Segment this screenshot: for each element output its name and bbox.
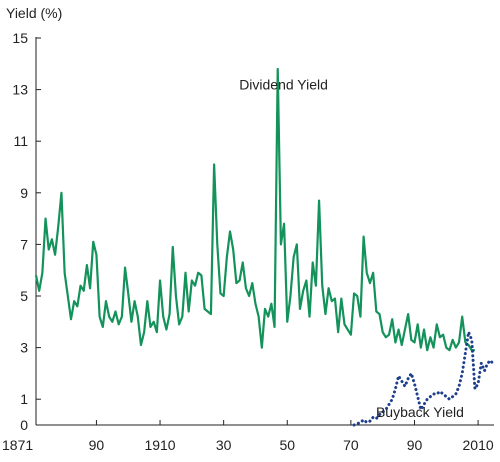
series-lines xyxy=(34,67,496,427)
x-tick-label: 30 xyxy=(216,437,232,453)
annotations: Dividend Yield Buyback Yield xyxy=(239,76,464,420)
x-tick-label: 2010 xyxy=(463,437,494,453)
y-tick-label: 1 xyxy=(20,391,28,407)
y-tick-label: 13 xyxy=(12,82,28,98)
buyback-yield-label: Buyback Yield xyxy=(376,404,464,420)
dividend-yield-label: Dividend Yield xyxy=(239,76,328,92)
dividend-yield-line xyxy=(34,67,475,352)
x-tick-label: 50 xyxy=(279,437,295,453)
y-tick-label: 0 xyxy=(20,417,28,433)
y-tick-label: 3 xyxy=(20,340,28,356)
y-tick-label: 7 xyxy=(20,236,28,252)
axes xyxy=(35,37,494,426)
x-tick-label: 90 xyxy=(89,437,105,453)
y-tick-label: 11 xyxy=(13,133,28,149)
y-tick-label: 15 xyxy=(12,30,28,46)
buyback-yield-line xyxy=(352,330,496,427)
x-tick-label: 90 xyxy=(407,437,423,453)
x-tick-label: 1871 xyxy=(2,437,33,453)
y-tick-label: 9 xyxy=(20,185,28,201)
x-tick-label: 70 xyxy=(343,437,359,453)
y-tick-label: 5 xyxy=(20,288,28,304)
x-tick-label: 1910 xyxy=(144,437,175,453)
y-axis-title: Yield (%) xyxy=(6,5,62,21)
